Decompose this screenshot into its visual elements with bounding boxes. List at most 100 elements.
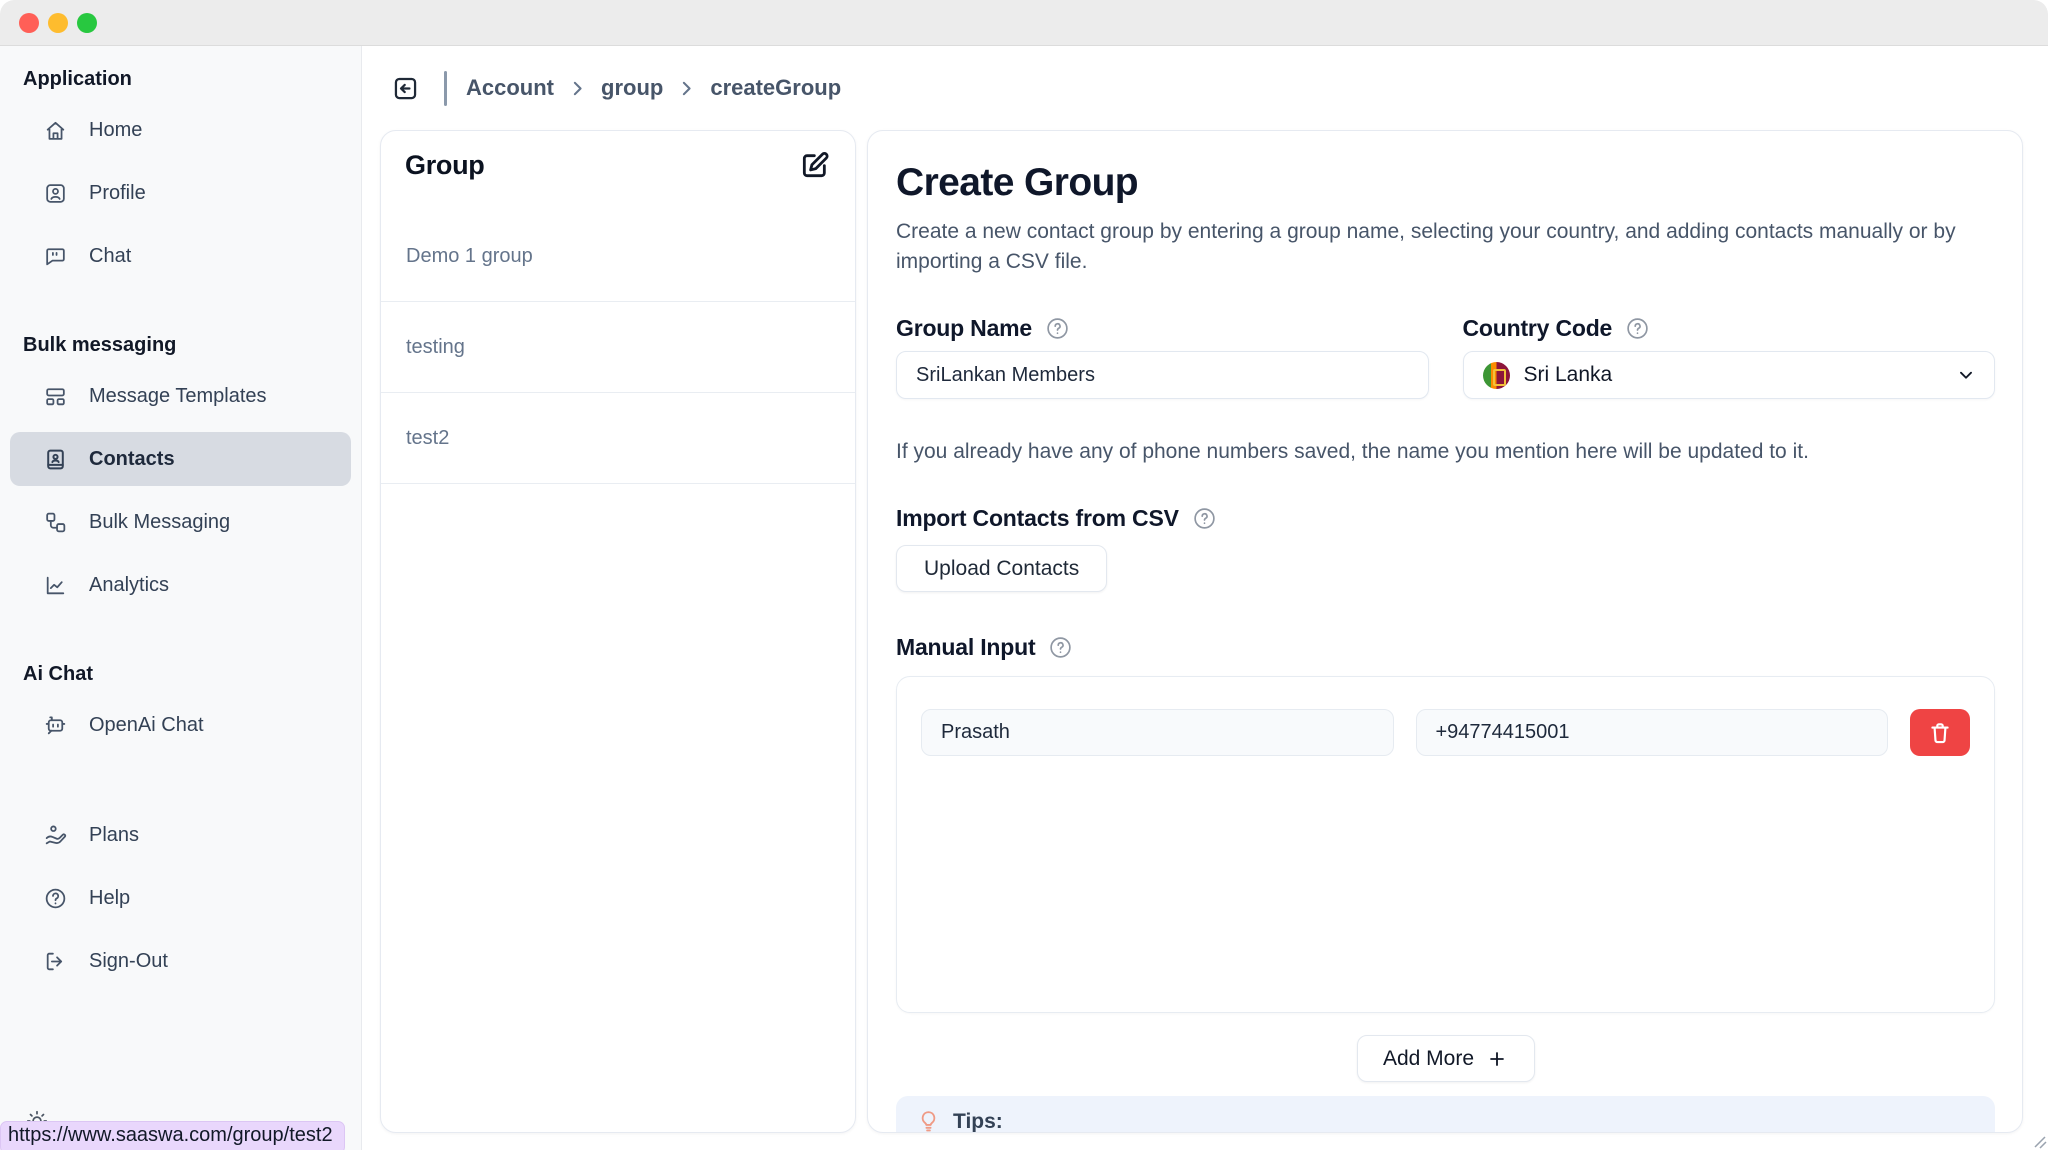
delete-contact-button[interactable] <box>1910 709 1970 756</box>
group-list-item[interactable]: testing <box>381 302 855 393</box>
group-list-item[interactable]: Demo 1 group <box>381 211 855 302</box>
bulk-messaging-icon <box>46 512 66 532</box>
breadcrumb-item-group[interactable]: group <box>601 75 664 100</box>
edit-group-button[interactable] <box>799 149 831 181</box>
page-title: Create Group <box>896 161 1139 204</box>
contact-phone-input[interactable] <box>1415 709 1888 756</box>
sidebar-item-label: Bulk Messaging <box>89 510 231 533</box>
resize-grip-icon <box>2034 1136 2047 1149</box>
sidebar-item-label: Contacts <box>89 447 175 470</box>
sidebar-item-label: Message Templates <box>89 384 267 407</box>
sidebar-item-home[interactable]: Home <box>10 103 351 157</box>
breadcrumb-item-creategroup: createGroup <box>710 75 842 100</box>
section-label-ai-chat: Ai Chat <box>23 663 93 685</box>
edit-icon <box>802 152 829 178</box>
sidebar-item-analytics[interactable]: Analytics <box>10 558 351 612</box>
group-panel-title: Group <box>405 150 485 180</box>
zoom-window-button[interactable] <box>77 12 97 33</box>
back-button[interactable] <box>392 75 419 102</box>
country-code-label: Country Code <box>1462 315 1613 341</box>
sidebar-item-label: Plans <box>89 823 140 846</box>
back-icon <box>394 77 417 99</box>
page-description: Create a new contact group by entering a… <box>896 220 1956 273</box>
sidebar-item-label: Chat <box>89 244 132 267</box>
group-list-item[interactable]: test2 <box>381 393 855 484</box>
sri-lanka-flag-icon <box>1482 361 1510 389</box>
sidebar-section-application: Application Home Profile Chat <box>10 67 351 283</box>
hand-coins-icon <box>45 825 67 844</box>
close-window-button[interactable] <box>19 12 39 33</box>
sidebar-item-sign-out[interactable]: Sign-Out <box>10 934 351 988</box>
breadcrumb: Account group createGroup <box>362 46 2048 130</box>
link-preview-tooltip: https://www.saaswa.com/group/test2 <box>0 1121 345 1150</box>
sign-out-icon <box>46 952 63 970</box>
contacts-icon <box>47 449 64 469</box>
chevron-down-icon <box>1960 371 1972 379</box>
help-icon[interactable] <box>1048 635 1073 660</box>
sidebar-item-profile[interactable]: Profile <box>10 166 351 220</box>
bot-icon <box>45 715 66 734</box>
group-list: Demo 1 group testing test2 <box>381 211 855 484</box>
chevron-right-icon <box>683 81 691 95</box>
chat-icon <box>46 247 65 265</box>
sidebar-section-bulk-messaging: Bulk messaging Message Templates Contact… <box>10 333 351 612</box>
group-list-panel: Group Demo 1 group testing test2 <box>380 130 856 1133</box>
sidebar-footer: Plans Help Sign-Out <box>10 808 351 988</box>
country-select[interactable]: Sri Lanka <box>1462 351 1995 399</box>
trash-icon <box>1931 722 1949 743</box>
sidebar-item-label: Home <box>89 118 143 141</box>
manual-input-label: Manual Input <box>896 634 1036 660</box>
section-label-bulk-messaging: Bulk messaging <box>23 334 177 356</box>
tips-banner: Tips: <box>896 1096 1995 1133</box>
sidebar-section-ai-chat: Ai Chat OpenAi Chat <box>10 662 351 752</box>
analytics-icon <box>46 576 65 594</box>
sidebar-item-label: Help <box>89 886 131 909</box>
sidebar-item-message-templates[interactable]: Message Templates <box>10 369 351 423</box>
section-label-application: Application <box>23 68 132 90</box>
contact-name-input[interactable] <box>921 709 1394 756</box>
titlebar <box>0 0 2048 46</box>
contact-row <box>921 709 1970 756</box>
country-selected-value: Sri Lanka <box>1523 363 1613 386</box>
sidebar-item-label: Analytics <box>89 573 170 596</box>
manual-contacts-container <box>896 676 1995 1013</box>
sidebar-item-openai-chat[interactable]: OpenAi Chat <box>10 698 351 752</box>
sidebar-item-plans[interactable]: Plans <box>10 808 351 862</box>
sidebar-item-chat[interactable]: Chat <box>10 229 351 283</box>
traffic-lights <box>19 12 97 33</box>
country-code-field: Country Code Sri Lanka <box>1462 313 1995 399</box>
help-icon[interactable] <box>1625 316 1650 341</box>
sidebar-item-label: OpenAi Chat <box>89 713 204 736</box>
home-icon <box>46 121 65 140</box>
sidebar-item-label: Sign-Out <box>89 949 168 972</box>
group-name-input[interactable] <box>896 351 1429 399</box>
help-circle-icon <box>45 888 66 908</box>
sidebar-item-contacts[interactable]: Contacts <box>10 432 351 486</box>
lightbulb-icon <box>921 1111 936 1132</box>
add-more-button[interactable]: Add More <box>1356 1035 1535 1082</box>
breadcrumb-divider <box>444 70 447 106</box>
tips-label: Tips: <box>953 1110 1003 1133</box>
templates-icon <box>46 387 65 405</box>
sidebar-item-help[interactable]: Help <box>10 871 351 925</box>
main-content: Account group createGroup Group De <box>362 46 2048 1150</box>
profile-icon <box>46 183 65 203</box>
resize-handle[interactable] <box>2031 1133 2047 1149</box>
create-group-panel: Create Group Create a new contact group … <box>867 130 2023 1133</box>
upload-contacts-button[interactable]: Upload Contacts <box>896 545 1108 592</box>
chevron-right-icon <box>573 81 582 95</box>
breadcrumb-item-account[interactable]: Account <box>466 75 554 100</box>
add-more-label: Add More <box>1382 1046 1475 1070</box>
sidebar: Application Home Profile Chat Bulk messa… <box>0 46 362 1150</box>
group-name-field: Group Name <box>896 313 1429 399</box>
import-csv-label: Import Contacts from CSV <box>896 505 1179 531</box>
minimize-window-button[interactable] <box>48 12 68 33</box>
help-icon[interactable] <box>1192 506 1217 531</box>
sidebar-item-label: Profile <box>89 181 146 204</box>
plus-icon <box>1490 1051 1504 1066</box>
sidebar-item-bulk-messaging[interactable]: Bulk Messaging <box>10 495 351 549</box>
group-name-label: Group Name <box>896 315 1033 341</box>
help-icon[interactable] <box>1045 316 1070 341</box>
phone-update-note: If you already have any of phone numbers… <box>896 440 1809 463</box>
